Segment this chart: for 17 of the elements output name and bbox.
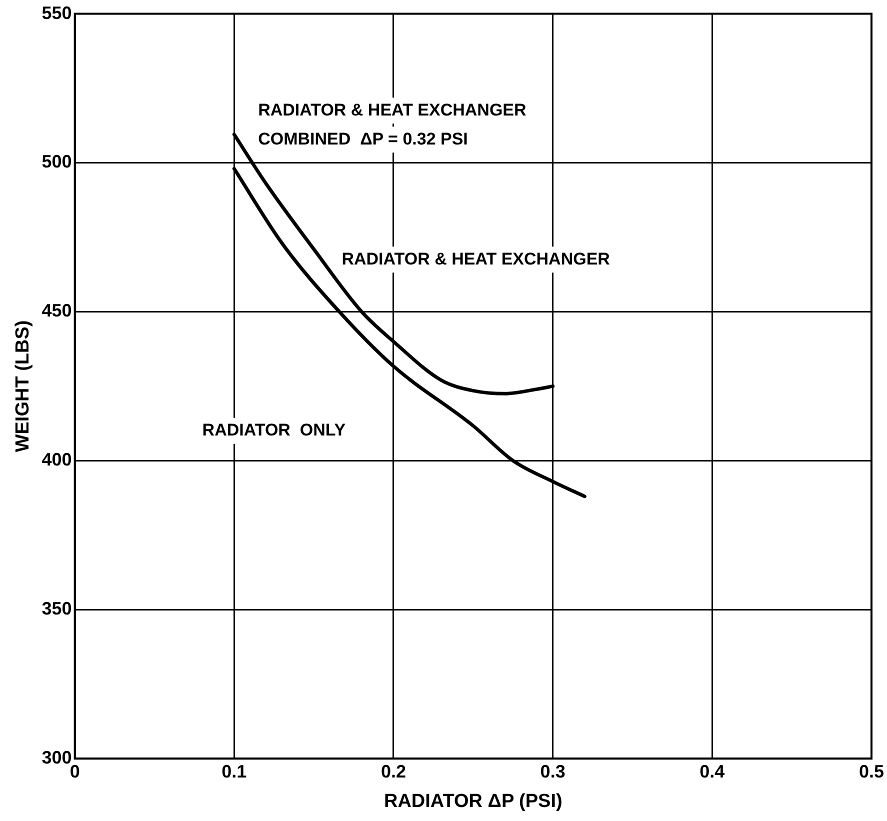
x-tick-label: 0.1 (222, 761, 247, 782)
x-tick-label: 0.3 (540, 761, 566, 782)
annotation: RADIATOR & HEAT EXCHANGER COMBINED ΔP = 0.32 PSI (258, 100, 526, 148)
x-axis-title: RADIATOR ΔP (PSI) (384, 790, 562, 812)
x-tick-label: 0 (70, 761, 80, 782)
y-tick-label: 350 (42, 598, 72, 619)
y-tick-label: 500 (42, 152, 72, 172)
y-tick-label: 400 (42, 450, 72, 470)
x-tick-label: 0.4 (700, 761, 725, 782)
x-tick-label: 0.2 (380, 761, 406, 782)
y-tick-label: 450 (42, 300, 72, 321)
y-axis-title: WEIGHT (LBS) (12, 320, 34, 452)
y-tick-label: 550 (42, 2, 72, 23)
x-tick-label: 0.5 (858, 761, 884, 782)
annotation: RADIATOR ONLY (202, 420, 346, 440)
annotation: RADIATOR & HEAT EXCHANGER (342, 249, 610, 268)
y-tick-label: 300 (42, 748, 72, 768)
